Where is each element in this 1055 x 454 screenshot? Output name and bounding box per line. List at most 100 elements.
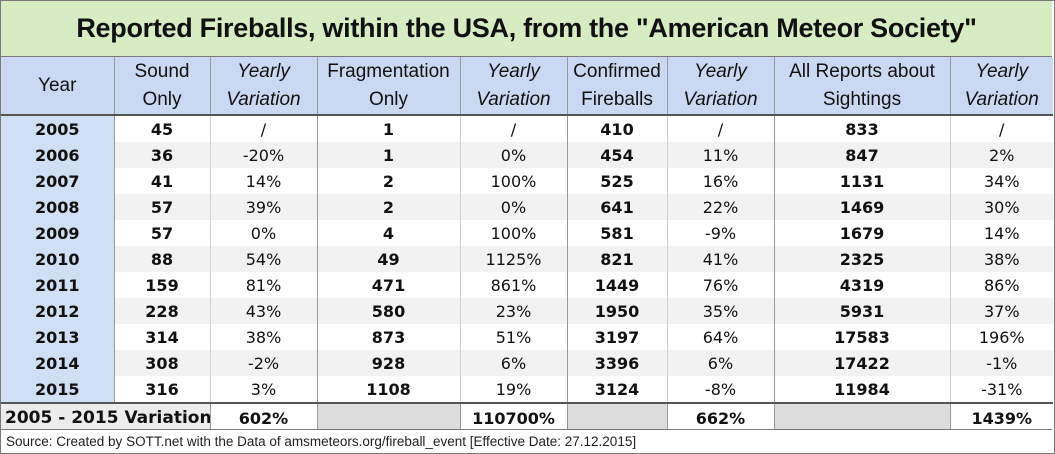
cell-sound-variation: 81% [209, 272, 317, 298]
cell-fragmentation-only: 580 [316, 298, 460, 324]
table-row: 2006 36 -20% 1 0% 454 11% 847 2% [1, 142, 1053, 168]
cell-sound-variation: 38% [209, 324, 317, 350]
cell-confirmed-fireballs: 1449 [566, 272, 667, 298]
cell-sound-variation: / [209, 115, 317, 142]
cell-fragmentation-only: 4 [316, 220, 460, 246]
cell-confirmed-variation: 22% [666, 194, 774, 220]
cell-all-reports: 847 [773, 142, 950, 168]
cell-sound-variation: 14% [209, 168, 317, 194]
cell-sound-variation: 0% [209, 220, 317, 246]
cell-all-reports: 5931 [773, 298, 950, 324]
cell-year: 2010 [1, 246, 114, 272]
cell-confirmed-fireballs: 3396 [566, 350, 667, 376]
cell-confirmed-variation: 64% [666, 324, 774, 350]
cell-fragmentation-variation: 861% [459, 272, 567, 298]
cell-confirmed-fireballs: 821 [566, 246, 667, 272]
cell-all-reports: 17422 [773, 350, 950, 376]
cell-sound-variation: 54% [209, 246, 317, 272]
cell-confirmed-fireballs: 3124 [566, 376, 667, 403]
cell-fragmentation-variation: 51% [459, 324, 567, 350]
cell-confirmed-variation: -9% [666, 220, 774, 246]
cell-year: 2007 [1, 168, 114, 194]
cell-all-reports-variation: 196% [949, 324, 1053, 350]
table-row: 2005 45/1/410/833/ [1, 115, 1053, 142]
cell-year: 2012 [1, 298, 114, 324]
cell-year: 2013 [1, 324, 114, 350]
header-confirmed-variation: Yearly Variation [666, 57, 774, 116]
cell-all-reports-variation: -1% [949, 350, 1053, 376]
cell-fragmentation-only: 1 [316, 142, 460, 168]
cell-confirmed-variation: 76% [666, 272, 774, 298]
cell-sound-only: 57 [113, 194, 210, 220]
cell-fragmentation-variation: / [459, 115, 567, 142]
cell-fragmentation-only: 928 [316, 350, 460, 376]
header-fragmentation-variation: Yearly Variation [459, 57, 567, 116]
table-row: 2015 316 3% 1108 19% 3124 -8% 11984 -31% [1, 376, 1053, 403]
cell-all-reports: 833 [773, 115, 950, 142]
cell-year: 2005 [1, 115, 114, 142]
cell-fragmentation-only: 873 [316, 324, 460, 350]
fireball-table: Year Sound Only Yearly Variation Fragmenta… [1, 57, 1053, 432]
header-confirmed-fireballs: Confirmed Fireballs [566, 57, 667, 116]
cell-fragmentation-variation: 19% [459, 376, 567, 403]
table-row: 2007 41 14% 2 100% 525 16% 1131 34% [1, 168, 1053, 194]
variation-summary-row: 2005 - 2015 Variation 602% 110700% 662% … [1, 402, 1053, 432]
cell-confirmed-fireballs: 1950 [566, 298, 667, 324]
table-row: 2009 57 0% 4 100% 581 -9% 1679 14% [1, 220, 1053, 246]
cell-sound-only: 88 [113, 246, 210, 272]
header-sound-only: Sound Only [113, 57, 210, 116]
header-all-reports: All Reports about Sightings [773, 57, 950, 116]
header-fragmentation-only: Fragmentation Only [316, 57, 460, 116]
table-row: 2011 159 81% 471 861% 1449 76% 4319 86% [1, 272, 1053, 298]
header-year: Year [1, 57, 114, 116]
cell-confirmed-variation: 35% [666, 298, 774, 324]
table-row: 2013 314 38% 873 51% 3197 64% 17583 196% [1, 324, 1053, 350]
summary-blank [773, 402, 950, 432]
cell-sound-only: 159 [113, 272, 210, 298]
cell-all-reports-variation: 2% [949, 142, 1053, 168]
summary-all-reports: 1439% [949, 402, 1053, 432]
cell-year: 2006 [1, 142, 114, 168]
cell-fragmentation-variation: 0% [459, 194, 567, 220]
cell-fragmentation-variation: 100% [459, 220, 567, 246]
cell-all-reports-variation: 38% [949, 246, 1053, 272]
summary-sound: 602% [209, 402, 317, 432]
cell-year: 2015 [1, 376, 114, 403]
cell-sound-variation: -2% [209, 350, 317, 376]
header-row: Year Sound Only Yearly Variation Fragmenta… [1, 57, 1053, 116]
summary-blank [316, 402, 460, 432]
cell-confirmed-variation: -8% [666, 376, 774, 403]
cell-fragmentation-only: 1 [316, 115, 460, 142]
cell-confirmed-fireballs: 641 [566, 194, 667, 220]
cell-fragmentation-variation: 1125% [459, 246, 567, 272]
cell-all-reports-variation: 37% [949, 298, 1053, 324]
cell-sound-only: 41 [113, 168, 210, 194]
cell-year: 2011 [1, 272, 114, 298]
cell-all-reports: 1131 [773, 168, 950, 194]
table-row: 2014 308 -2% 928 6% 3396 6% 17422 -1% [1, 350, 1053, 376]
cell-fragmentation-only: 2 [316, 194, 460, 220]
cell-all-reports: 2325 [773, 246, 950, 272]
cell-sound-variation: -20% [209, 142, 317, 168]
cell-year: 2014 [1, 350, 114, 376]
cell-fragmentation-only: 49 [316, 246, 460, 272]
cell-all-reports-variation: / [949, 115, 1053, 142]
table-body: 2005 45/1/410/833/2006 36 -20% 1 0% 454 11% 847 2… [1, 115, 1053, 403]
cell-fragmentation-only: 2 [316, 168, 460, 194]
cell-all-reports: 17583 [773, 324, 950, 350]
cell-year: 2008 [1, 194, 114, 220]
cell-confirmed-variation: 11% [666, 142, 774, 168]
cell-sound-variation: 43% [209, 298, 317, 324]
cell-all-reports-variation: 34% [949, 168, 1053, 194]
cell-sound-variation: 3% [209, 376, 317, 403]
cell-all-reports: 1679 [773, 220, 950, 246]
summary-blank [566, 402, 667, 432]
cell-all-reports: 4319 [773, 272, 950, 298]
cell-sound-only: 308 [113, 350, 210, 376]
cell-sound-only: 228 [113, 298, 210, 324]
cell-confirmed-variation: / [666, 115, 774, 142]
table-title: Reported Fireballs, within the USA, from… [1, 1, 1052, 57]
cell-confirmed-variation: 6% [666, 350, 774, 376]
cell-year: 2009 [1, 220, 114, 246]
cell-fragmentation-variation: 100% [459, 168, 567, 194]
